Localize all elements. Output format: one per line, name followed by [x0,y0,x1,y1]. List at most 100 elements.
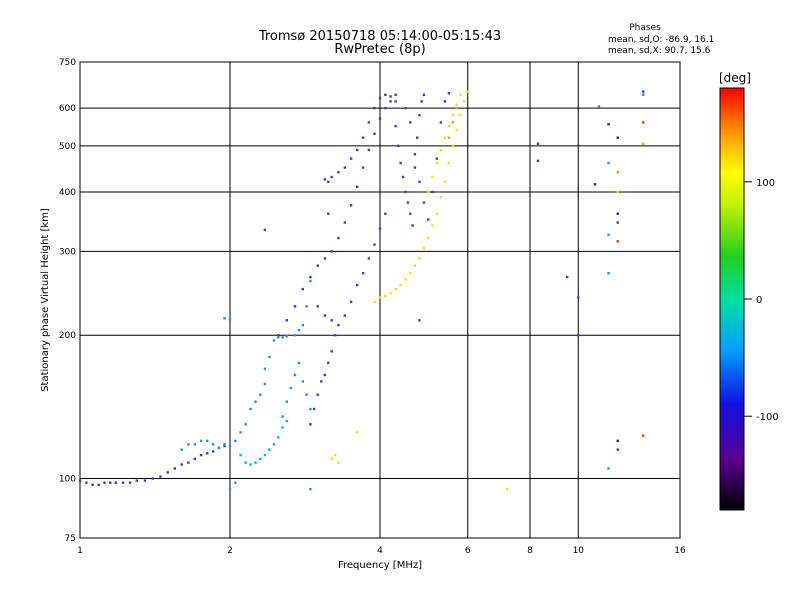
data-point [343,166,347,169]
grid-lines [80,62,680,538]
data-point [447,136,451,139]
data-point [330,175,333,179]
x-tick-labels: 1 2 4 6 8 10 16 [77,546,686,556]
data-point [427,236,430,240]
data-point [642,121,645,124]
data-point [435,161,438,165]
y-tick-label: 200 [59,331,76,341]
data-point [239,453,242,457]
data-point [373,243,376,246]
data-point [422,201,426,204]
data-point [384,212,387,215]
data-point [616,439,619,443]
data-point [228,318,232,321]
data-point [396,144,400,148]
data-point [259,393,262,396]
data-point [616,136,619,139]
data-point [268,355,271,359]
data-point [349,300,353,304]
data-point [420,100,423,103]
data-point [337,236,340,240]
data-point [293,373,297,377]
data-point [616,190,619,194]
data-point [451,121,455,124]
data-point [616,171,619,174]
data-point [301,380,305,383]
data-point [159,475,162,478]
data-point [355,283,359,287]
data-point [451,113,455,117]
data-point [459,113,462,117]
data-point [277,336,280,339]
data-point [607,123,610,126]
data-point [384,93,387,96]
data-point [268,448,271,451]
data-point [459,93,462,96]
data-point [114,481,118,484]
data-point [316,305,319,308]
data-point [418,113,421,117]
colorbar-ticks: 100 0 -100 [744,178,779,423]
x-tick-label: 10 [573,546,585,556]
data-point [323,314,327,317]
data-point [404,190,407,194]
data-point [166,471,169,474]
data-point [343,221,347,224]
data-point [239,431,242,434]
data-point [373,132,376,135]
data-point [121,481,125,484]
data-point [199,439,203,443]
data-point [607,467,610,470]
x-tick-label: 6 [465,546,471,556]
data-point [616,240,619,243]
data-point [616,448,619,451]
data-point [447,91,451,95]
data-point [320,380,323,383]
data-point [309,487,312,491]
data-point [443,100,447,103]
y-tick-label: 75 [65,534,76,544]
x-tick-label: 2 [227,546,233,556]
data-point [399,161,402,165]
data-point [389,95,392,98]
data-points [78,90,645,491]
data-point [443,136,447,139]
data-point [447,124,451,128]
data-point [244,461,247,464]
data-point [367,121,371,124]
data-point [394,287,397,291]
data-point [316,264,319,267]
stats-header: Phases [629,23,661,33]
data-point [466,90,469,93]
data-point [97,483,100,487]
data-point [413,153,417,156]
data-point [305,305,308,308]
data-point [415,136,419,139]
x-tick-label: 16 [674,546,686,556]
data-point [187,461,190,464]
x-tick-label: 1 [77,546,83,556]
data-point [85,481,88,484]
data-point [263,453,267,457]
data-point [305,393,308,396]
data-point [143,479,147,482]
data-point [187,443,190,446]
data-point [285,419,288,423]
x-axis-label: Frequency [MHz] [338,560,422,571]
data-point [462,100,466,103]
data-point [401,175,405,179]
data-point [447,161,451,165]
data-point [616,221,619,224]
data-point [373,300,376,304]
y-tick-label: 500 [59,142,76,152]
data-point [330,350,333,353]
data-point [455,128,458,132]
data-point [418,319,421,322]
data-point [607,272,610,275]
data-point [384,106,387,110]
data-point [435,157,438,160]
data-point [439,148,443,152]
data-point [244,423,247,426]
data-point [404,278,407,281]
data-point [337,461,340,464]
